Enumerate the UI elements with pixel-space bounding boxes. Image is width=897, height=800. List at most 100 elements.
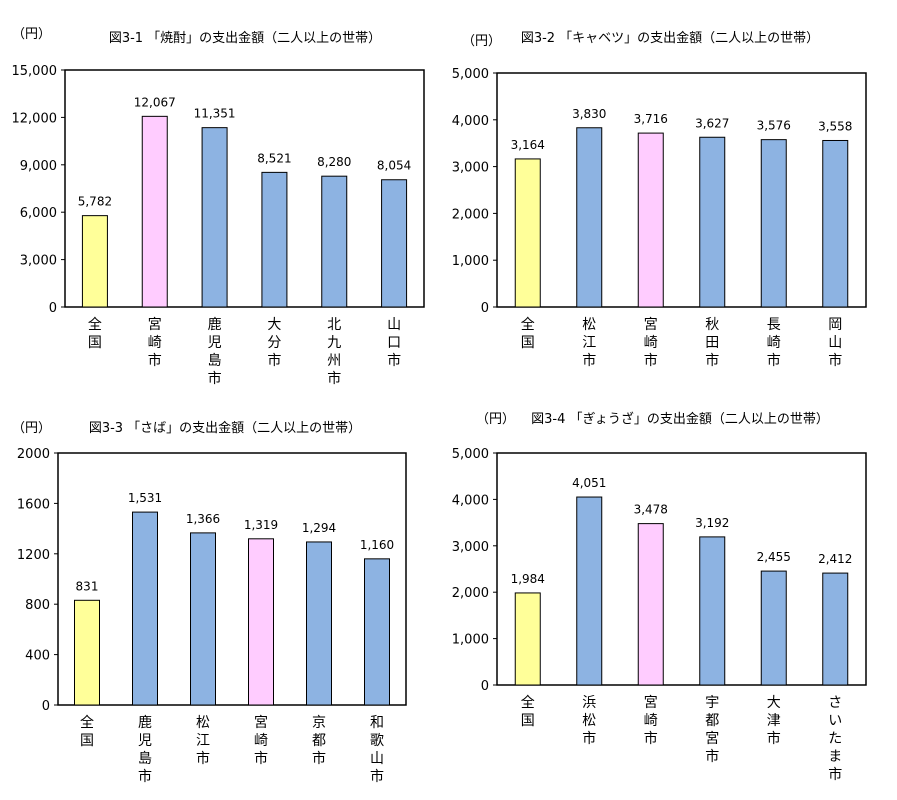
chart-title: 図3-1 「焼酎」の支出金額（二人以上の世帯） [109,30,381,46]
y-tick-label: 2,000 [452,586,489,601]
bar [381,179,408,308]
data-label: 5,782 [78,195,112,209]
category-label: 宇都宮市 [705,695,719,765]
data-label: 3,830 [572,107,606,121]
bar [699,536,726,686]
data-label: 3,716 [634,112,668,126]
bar [576,496,603,686]
y-tick-label: 0 [42,699,50,714]
data-label: 3,576 [757,119,791,133]
bar [190,532,216,706]
data-label: 1,366 [186,512,220,526]
category-label: さいたま市 [828,695,842,783]
category-label: 鹿児島市 [208,316,222,387]
y-tick-label: 800 [25,598,50,613]
bar [576,127,603,308]
category-label: 松江市 [582,317,596,369]
bar [201,127,228,308]
category-label: 大津市 [767,695,781,747]
data-label: 8,054 [377,159,411,173]
plot-area [64,69,425,308]
y-tick-label: 400 [25,649,50,664]
bar [514,592,541,686]
category-label: 岡山市 [828,317,842,369]
y-tick-label: 4,000 [452,493,489,508]
category-label: 和歌山市 [370,715,384,785]
data-label: 12,067 [134,95,176,109]
category-label: 全国 [521,316,535,351]
y-tick-label: 0 [481,679,489,694]
chart-title: 図3-4 「ぎょうざ」の支出金額（二人以上の世帯） [531,411,829,427]
chart-title: 図3-3 「さば」の支出金額（二人以上の世帯） [89,420,361,436]
plot-area [57,452,407,706]
category-label: 宮崎市 [644,695,658,747]
category-label: 鹿児島市 [138,714,152,785]
data-label: 11,351 [194,107,236,121]
data-label: 1,294 [302,521,336,535]
category-label: 全国 [521,694,535,729]
bar [760,139,787,308]
y-axis-unit: （円） [476,412,515,427]
bar [637,132,664,308]
bar [514,158,541,308]
y-tick-label: 12,000 [12,111,58,126]
data-label: 3,627 [695,116,729,130]
category-label: 全国 [88,316,102,351]
y-tick-label: 3,000 [20,254,57,269]
data-label: 4,051 [572,476,606,490]
y-tick-label: 3,000 [452,161,489,176]
data-label: 2,412 [818,552,852,566]
y-axis-unit: （円） [12,27,51,42]
category-label: 宮崎市 [644,317,658,369]
data-label: 2,455 [757,550,791,564]
data-label: 3,192 [695,516,729,530]
y-tick-label: 1,000 [452,633,489,648]
data-label: 3,478 [634,503,668,517]
y-tick-label: 15,000 [12,64,58,79]
data-label: 1,319 [244,518,278,532]
chart-title: 図3-2 「キャベツ」の支出金額（二人以上の世帯） [521,30,819,46]
bar [822,572,849,686]
plot-area [496,72,867,308]
category-label: 秋田市 [705,317,719,369]
category-label: 宮崎市 [148,317,162,369]
y-tick-label: 1200 [17,548,50,563]
bar [822,139,849,308]
y-tick-label: 5,000 [452,67,489,82]
data-label: 1,531 [128,491,162,505]
data-label: 8,521 [257,151,291,165]
y-tick-label: 0 [49,301,57,316]
y-axis-unit: （円） [12,421,51,436]
bar [248,538,274,706]
bar [699,136,726,308]
category-label: 大分市 [267,317,281,369]
y-tick-label: 1,000 [452,254,489,269]
y-tick-label: 5,000 [452,447,489,462]
data-label: 1,160 [360,538,394,552]
y-tick-label: 3,000 [452,540,489,555]
bar [74,599,100,706]
category-label: 長崎市 [767,317,781,369]
plot-area [496,452,867,686]
y-tick-label: 2000 [17,447,50,462]
y-axis-unit: （円） [462,34,501,49]
bar [81,215,108,308]
category-label: 松江市 [196,715,210,767]
bar [321,175,348,308]
data-label: 831 [76,579,99,593]
data-label: 8,280 [317,155,351,169]
category-label: 京都市 [312,715,326,767]
category-label: 北九州市 [327,317,341,387]
bar [637,523,664,686]
y-tick-label: 0 [481,301,489,316]
y-tick-label: 4,000 [452,114,489,129]
bar [760,570,787,686]
y-tick-label: 1600 [17,497,50,512]
data-label: 3,164 [511,138,545,152]
category-label: 全国 [80,714,94,749]
category-label: 浜松市 [582,695,596,747]
category-label: 山口市 [387,317,401,369]
y-tick-label: 9,000 [20,159,57,174]
bar [364,558,390,706]
